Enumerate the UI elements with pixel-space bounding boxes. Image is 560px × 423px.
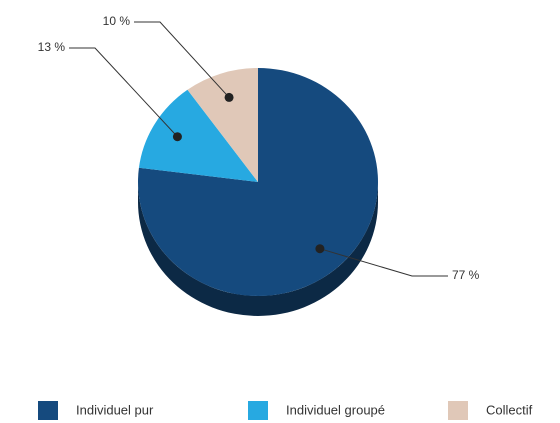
leader-dot <box>224 92 234 102</box>
pie <box>137 68 379 316</box>
legend-swatch <box>38 401 58 420</box>
legend-label: Individuel groupé <box>286 402 385 417</box>
legend-swatch <box>248 401 268 420</box>
legend-label: Collectif <box>486 402 533 417</box>
leader-dot <box>172 132 182 142</box>
legend: Individuel pur Individuel groupé Collectif <box>38 401 533 420</box>
slice <box>138 89 258 182</box>
leader-line <box>319 248 448 277</box>
slice <box>187 68 258 182</box>
leader-dot <box>315 244 325 254</box>
annotations: 77 % 13 % 10 % <box>38 14 480 282</box>
data-label: 77 % <box>452 268 480 282</box>
leader-line <box>134 21 230 98</box>
data-label: 10 % <box>103 14 131 28</box>
legend-swatch <box>448 401 468 420</box>
legend-label: Individuel pur <box>76 402 154 417</box>
data-label: 13 % <box>38 40 66 54</box>
leader-line <box>69 47 178 138</box>
slice-side <box>138 182 378 316</box>
